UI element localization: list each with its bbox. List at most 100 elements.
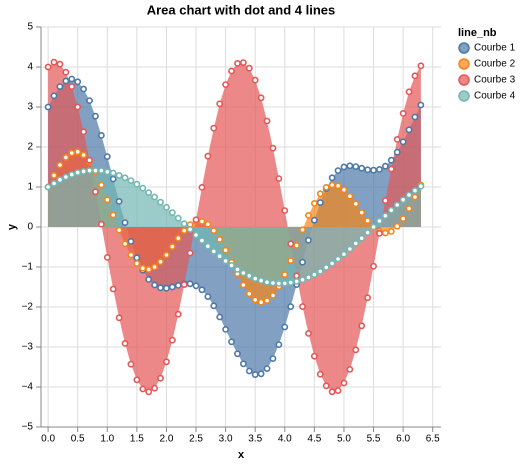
point [387, 156, 395, 164]
x-tick-label: 0.0 [41, 434, 55, 445]
point [86, 97, 93, 104]
point [121, 219, 129, 226]
point [358, 234, 366, 242]
x-tick-label: 3.5 [248, 434, 262, 445]
point [228, 261, 235, 269]
legend-label: Courbe 3 [474, 75, 516, 86]
point [358, 209, 366, 216]
point [245, 367, 253, 375]
point [216, 235, 224, 243]
point [245, 272, 253, 280]
point [305, 329, 312, 337]
point [328, 388, 336, 396]
point [293, 277, 301, 285]
point [157, 198, 164, 206]
point [269, 291, 277, 299]
point [405, 88, 413, 96]
point [74, 78, 82, 86]
area [48, 62, 421, 392]
point [204, 152, 212, 160]
point [405, 191, 413, 199]
point [97, 131, 105, 139]
point [139, 385, 147, 393]
point [263, 297, 271, 304]
point [168, 336, 176, 344]
point [115, 314, 123, 322]
point [328, 174, 336, 182]
point [381, 229, 389, 237]
point [305, 273, 312, 281]
point [62, 68, 70, 76]
point [387, 227, 395, 235]
point [163, 203, 170, 211]
point [411, 72, 419, 80]
point [180, 281, 188, 288]
point [376, 229, 383, 237]
y-tick-label: 4 [27, 62, 33, 73]
point [192, 282, 200, 290]
point [228, 67, 235, 75]
point [352, 200, 360, 208]
point [293, 241, 301, 249]
point [151, 384, 159, 392]
point [44, 183, 52, 191]
point [56, 60, 64, 68]
y-tick-label: 2 [27, 142, 33, 153]
point [151, 263, 159, 271]
point [216, 252, 224, 260]
x-tick-label: 5.5 [367, 434, 381, 445]
point [310, 216, 318, 224]
point [127, 251, 135, 259]
point [186, 280, 194, 288]
point [56, 161, 64, 169]
point [62, 77, 70, 85]
point [121, 240, 129, 248]
point [80, 85, 88, 93]
legend-symbol [458, 42, 470, 54]
point [145, 388, 153, 396]
point [68, 83, 76, 90]
point [109, 175, 117, 183]
point [133, 254, 141, 262]
point [44, 63, 52, 71]
point [364, 166, 372, 174]
point [299, 258, 306, 266]
point [210, 302, 218, 310]
legend-title: line_nb [458, 27, 497, 39]
point [86, 156, 93, 164]
point [399, 215, 407, 222]
point [334, 255, 342, 263]
x-tick-label: 4.5 [307, 434, 321, 445]
x-tick-label: 0.5 [71, 434, 85, 445]
point [210, 124, 218, 132]
point [174, 310, 182, 318]
point [346, 365, 354, 373]
point [251, 296, 259, 304]
y-tick-label: 5 [27, 22, 33, 33]
point [168, 283, 176, 291]
point [204, 220, 212, 228]
point [370, 166, 377, 174]
x-tick-label: 2.5 [189, 434, 203, 445]
x-tick-label: 1.5 [130, 434, 144, 445]
point [186, 249, 194, 257]
point [204, 242, 212, 250]
point [145, 265, 153, 273]
y-tick-label: 1 [27, 182, 33, 193]
point [370, 223, 377, 231]
point [269, 355, 277, 362]
point [109, 285, 117, 293]
point [257, 94, 265, 102]
point [174, 234, 182, 242]
point [198, 183, 206, 191]
point [310, 199, 318, 207]
point [245, 290, 253, 298]
point [228, 338, 235, 346]
legend-label: Courbe 4 [474, 91, 516, 102]
point [180, 220, 188, 228]
point [139, 264, 147, 272]
point [346, 245, 354, 253]
point [157, 374, 164, 382]
point [103, 253, 111, 261]
